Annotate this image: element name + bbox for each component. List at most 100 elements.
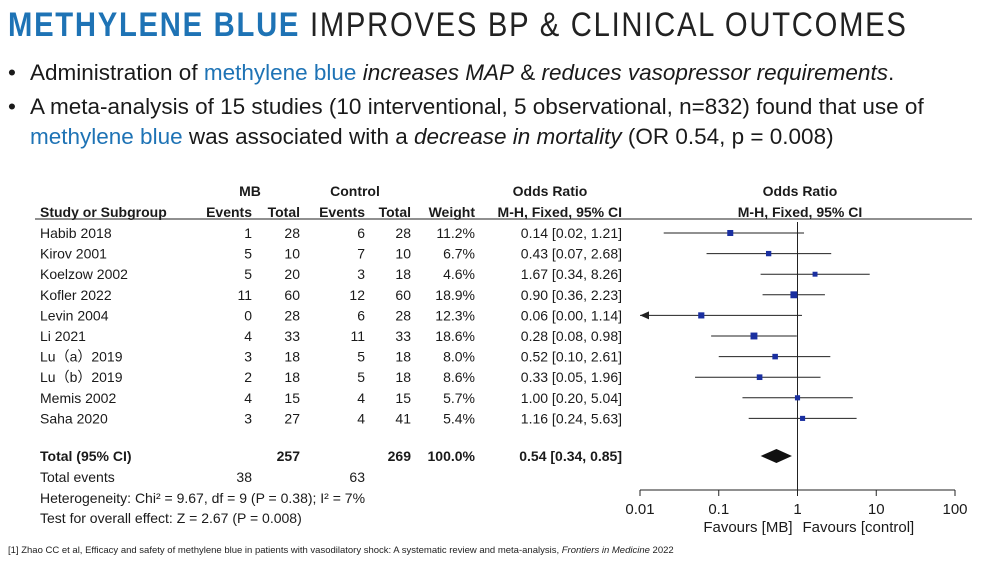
overall-effect-text: Test for overall effect: Z = 2.67 (P = 0… [40, 510, 302, 526]
bullet1-blue: methylene blue [203, 60, 357, 85]
weight-cell: 5.7% [443, 390, 475, 406]
total-control: 269 [388, 448, 412, 464]
bullet1-pre: Administration of [30, 60, 204, 85]
bullet2-italic: decrease in mortality [413, 124, 622, 149]
control-total-cell: 60 [395, 287, 411, 303]
bullet1-end: . [887, 60, 895, 85]
bullet2-end: (OR 0.54, p = 0.008) [621, 124, 834, 149]
mb-total-cell: 60 [284, 287, 300, 303]
x-tick-label: 100 [942, 501, 967, 518]
study-name: Koelzow 2002 [40, 266, 128, 282]
total-mb: 257 [277, 448, 301, 464]
point-estimate [698, 312, 705, 319]
pooled-diamond [760, 449, 792, 463]
weight-cell: 8.6% [443, 369, 475, 385]
heterogeneity-text: Heterogeneity: Chi² = 9.67, df = 9 (P = … [40, 490, 365, 506]
study-name: Memis 2002 [40, 390, 116, 406]
mb-events-cell: 3 [244, 410, 252, 426]
point-estimate [794, 395, 801, 401]
total-weight: 100.0% [428, 448, 476, 464]
mb-total-header: Total [268, 204, 300, 220]
x-tick-label: 0.1 [708, 501, 729, 518]
control-total-cell: 28 [395, 225, 411, 241]
ci-cell: 0.14 [0.02, 1.21] [521, 225, 622, 241]
footnote: [1] Zhao CC et al, Efficacy and safety o… [8, 545, 674, 556]
mb-total-cell: 15 [284, 390, 300, 406]
ci-cell: 0.33 [0.05, 1.96] [521, 369, 622, 385]
study-header: Study or Subgroup [40, 204, 167, 220]
bullet-marker: • [8, 60, 16, 85]
bullet2-strong: meta-analysis of 15 studies [50, 94, 323, 119]
mb-events-header: Events [206, 204, 252, 220]
ci-cell: 0.52 [0.10, 2.61] [521, 349, 622, 365]
weight-cell: 6.7% [443, 246, 475, 262]
mb-events-cell: 1 [244, 225, 252, 241]
control-total-cell: 33 [395, 328, 411, 344]
mb-events-cell: 4 [244, 328, 252, 344]
mb-group-header: MB [239, 183, 261, 199]
control-total-header: Total [379, 204, 411, 220]
title-highlight: METHYLENE BLUE [8, 6, 301, 44]
mb-events-cell: 5 [244, 246, 252, 262]
weight-cell: 12.3% [435, 307, 475, 323]
bullet1-italic-2: reduces vasopressor requirements [541, 60, 888, 85]
control-total-cell: 18 [395, 266, 411, 282]
plot-method-header: M-H, Fixed, 95% CI [738, 204, 862, 220]
x-tick-label: 0.01 [625, 501, 654, 518]
control-events-header: Events [319, 204, 365, 220]
control-total-cell: 15 [395, 390, 411, 406]
control-events-cell: 7 [357, 246, 365, 262]
footnote-journal: Frontiers in Medicine [561, 545, 650, 556]
mb-total-cell: 28 [284, 225, 300, 241]
control-events-cell: 4 [357, 390, 365, 406]
weight-cell: 8.0% [443, 349, 475, 365]
weight-header: Weight [429, 204, 476, 220]
mb-events-cell: 11 [237, 287, 252, 303]
ci-cell: 0.43 [0.07, 2.68] [521, 246, 622, 262]
bullet-item: • A meta-analysis of 15 studies (10 inte… [8, 92, 993, 152]
point-estimate [772, 353, 778, 360]
study-name: Levin 2004 [40, 307, 109, 323]
point-estimate [756, 374, 763, 381]
bullet-marker: • [8, 94, 16, 119]
mb-total-cell: 20 [284, 266, 300, 282]
point-estimate [750, 332, 758, 340]
total-events-label: Total events [40, 469, 115, 485]
mb-events-cell: 5 [244, 266, 252, 282]
total-ci: 0.54 [0.34, 0.85] [519, 448, 622, 464]
mb-total-cell: 10 [284, 246, 300, 262]
plot-header: Odds Ratio [763, 183, 838, 199]
mb-events-cell: 2 [244, 369, 252, 385]
control-total-cell: 10 [395, 246, 411, 262]
control-group-header: Control [330, 183, 380, 199]
point-estimate [790, 291, 798, 299]
footnote-text: [1] Zhao CC et al, Efficacy and safety o… [8, 545, 562, 556]
control-events-cell: 3 [357, 266, 365, 282]
mb-total-cell: 28 [284, 307, 300, 323]
mb-events-cell: 0 [244, 307, 252, 323]
ci-cell: 0.90 [0.36, 2.23] [521, 287, 622, 303]
bullet-item: • Administration of methylene blue incre… [8, 58, 993, 88]
slide-title: METHYLENE BLUE IMPROVES BP & CLINICAL OU… [8, 6, 908, 45]
point-estimate [727, 229, 734, 237]
bullet2-pre: A [30, 94, 51, 119]
weight-cell: 5.4% [443, 410, 475, 426]
x-tick-label: 1 [793, 501, 801, 518]
total-label: Total (95% CI) [40, 448, 132, 464]
control-events-cell: 6 [357, 307, 365, 323]
mb-events-cell: 4 [244, 390, 252, 406]
point-estimate [812, 271, 818, 277]
bullet-list: • Administration of methylene blue incre… [8, 58, 993, 156]
study-name: Kofler 2022 [40, 287, 112, 303]
control-events-cell: 5 [357, 349, 365, 365]
bullet2-mid1: (10 interventional, 5 observational, n=8… [322, 94, 924, 119]
study-name: Li 2021 [40, 328, 86, 344]
study-name: Habib 2018 [40, 225, 112, 241]
study-name: Lu（a）2019 [40, 349, 123, 365]
bullet2-blue: methylene blue [30, 124, 183, 149]
bullet1-italic-1: increases MAP [362, 60, 515, 85]
control-total-cell: 28 [395, 307, 411, 323]
total-events-mb: 38 [236, 469, 252, 485]
ci-arrow [640, 311, 649, 320]
control-total-cell: 41 [395, 410, 411, 426]
